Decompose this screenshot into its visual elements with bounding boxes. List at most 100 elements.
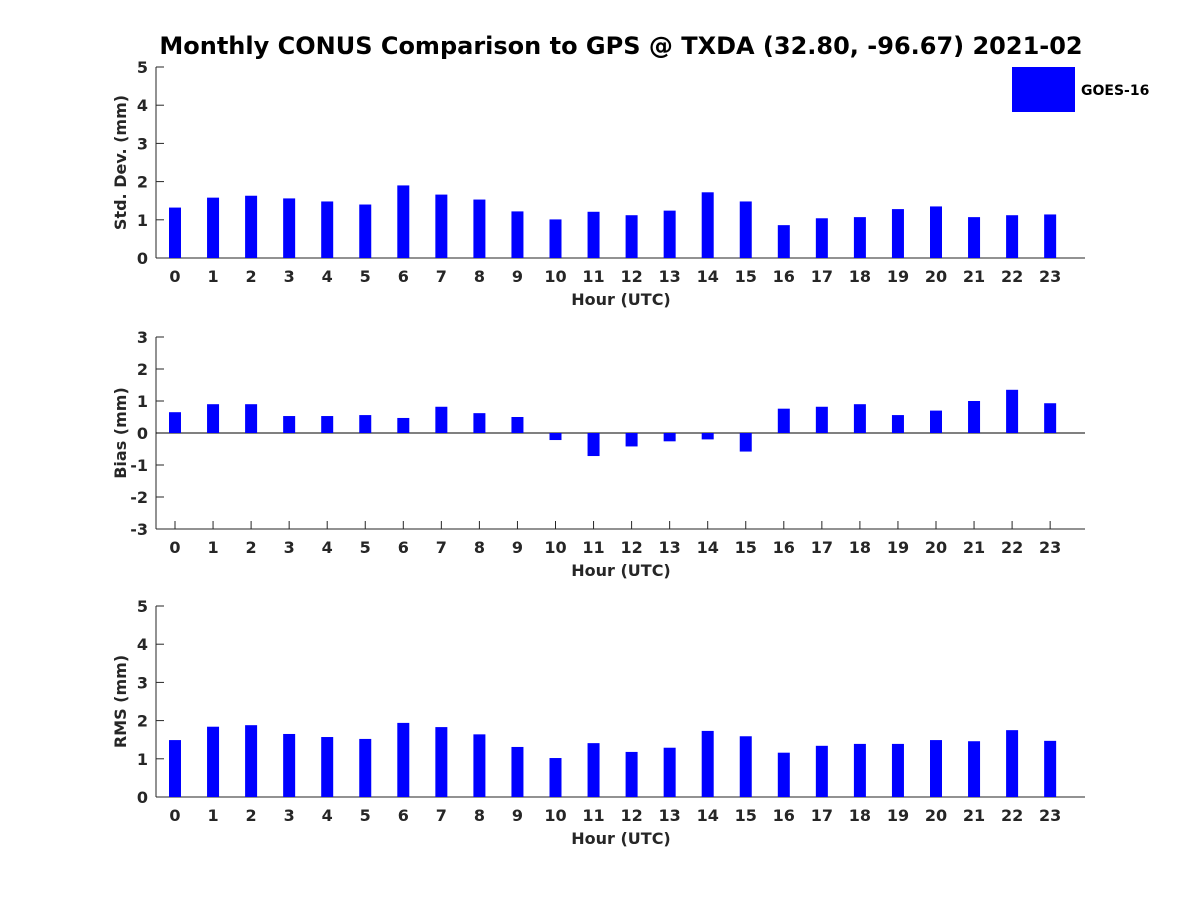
x-tick-label: 14 [697,806,719,825]
x-tick-label: 2 [246,267,257,286]
bar-hour-12 [625,433,638,447]
bar-hour-6 [397,417,410,433]
x-tick-label: 23 [1039,267,1061,286]
x-tick-label: 0 [169,538,180,557]
x-tick-label: 3 [284,806,295,825]
bar-hour-13 [663,747,676,797]
bar-hour-8 [473,199,486,258]
bar-hour-14 [701,192,714,258]
x-tick-label: 13 [659,538,681,557]
legend: GOES-16 [1012,67,1149,112]
bar-hour-17 [815,406,828,433]
y-tick-label: 1 [137,750,148,769]
bar-hour-21 [968,217,981,258]
x-tick-label: 12 [620,806,642,825]
bar-hour-5 [359,738,372,797]
bar-hour-1 [207,197,220,258]
x-tick-label: 23 [1039,806,1061,825]
y-axis-label: RMS (mm) [111,655,130,748]
bar-hour-20 [930,740,942,797]
y-tick-label: 5 [137,597,148,616]
x-tick-label: 14 [697,267,719,286]
bar-hour-6 [397,722,410,797]
x-tick-label: 0 [169,267,180,286]
x-tick-label: 8 [474,806,485,825]
bar-hour-21 [968,401,981,433]
bar-hour-2 [245,725,258,797]
x-tick-label: 8 [474,538,485,557]
y-tick-label: -3 [130,520,148,539]
y-tick-label: 5 [137,58,148,77]
bar-hour-20 [930,206,942,258]
bar-hour-9 [511,417,524,433]
x-axis-label: Hour (UTC) [571,829,671,848]
y-tick-label: 0 [137,788,148,807]
bar-hour-18 [853,743,866,797]
bar-hour-11 [587,743,600,797]
bar-hour-9 [511,746,524,797]
bar-hour-15 [739,736,752,797]
x-tick-label: 20 [925,538,947,557]
x-tick-label: 16 [773,267,795,286]
bar-hour-23 [1044,740,1057,797]
x-axis-label: Hour (UTC) [571,561,671,580]
x-tick-label: 9 [512,806,523,825]
x-tick-label: 6 [398,267,409,286]
x-tick-label: 20 [925,267,947,286]
y-tick-label: 0 [137,424,148,443]
x-tick-label: 13 [659,267,681,286]
x-tick-label: 20 [925,806,947,825]
bar-hour-22 [1006,730,1019,797]
y-tick-label: 3 [137,134,148,153]
bar-hour-9 [511,211,524,258]
bar-hour-2 [245,195,258,258]
x-tick-label: 18 [849,806,871,825]
y-axis-label: Std. Dev. (mm) [111,95,130,230]
x-tick-label: 16 [773,538,795,557]
bar-hour-5 [359,415,372,433]
bar-hour-19 [891,743,904,797]
bar-hour-14 [701,730,714,797]
bar-hour-7 [435,727,448,797]
x-tick-label: 12 [620,538,642,557]
x-tick-label: 7 [436,538,447,557]
bar-hour-23 [1044,403,1057,433]
x-tick-label: 4 [322,806,333,825]
bar-hour-19 [891,209,904,258]
chart-title: Monthly CONUS Comparison to GPS @ TXDA (… [159,32,1082,60]
bar-hour-10 [549,219,562,258]
y-tick-label: 0 [137,249,148,268]
x-tick-label: 2 [246,806,257,825]
x-tick-label: 15 [735,267,757,286]
bar-hour-1 [207,726,220,797]
x-tick-label: 3 [284,538,295,557]
x-tick-label: 22 [1001,267,1023,286]
bar-hour-3 [283,198,296,258]
x-tick-label: 4 [322,538,333,557]
x-tick-label: 2 [246,538,257,557]
bar-hour-16 [777,225,790,258]
bar-hour-6 [397,185,410,258]
bar-hour-3 [283,733,296,797]
x-tick-label: 1 [207,267,218,286]
bar-hour-8 [473,413,486,433]
bar-hour-4 [321,201,334,258]
bar-hour-17 [815,745,828,797]
bar-hour-15 [739,201,752,258]
x-tick-label: 6 [398,806,409,825]
x-tick-label: 5 [360,267,371,286]
x-tick-label: 15 [735,538,757,557]
x-tick-label: 11 [582,806,604,825]
x-tick-label: 10 [544,267,566,286]
x-tick-label: 1 [207,806,218,825]
bar-hour-22 [1006,215,1019,258]
x-tick-label: 6 [398,538,409,557]
x-tick-label: 11 [582,538,604,557]
bar-hour-16 [777,408,790,433]
bar-hour-13 [663,210,676,258]
x-tick-label: 19 [887,806,909,825]
bar-hour-2 [245,404,258,433]
y-tick-label: 2 [137,712,148,731]
y-tick-label: 2 [137,173,148,192]
bar-hour-13 [663,433,676,442]
